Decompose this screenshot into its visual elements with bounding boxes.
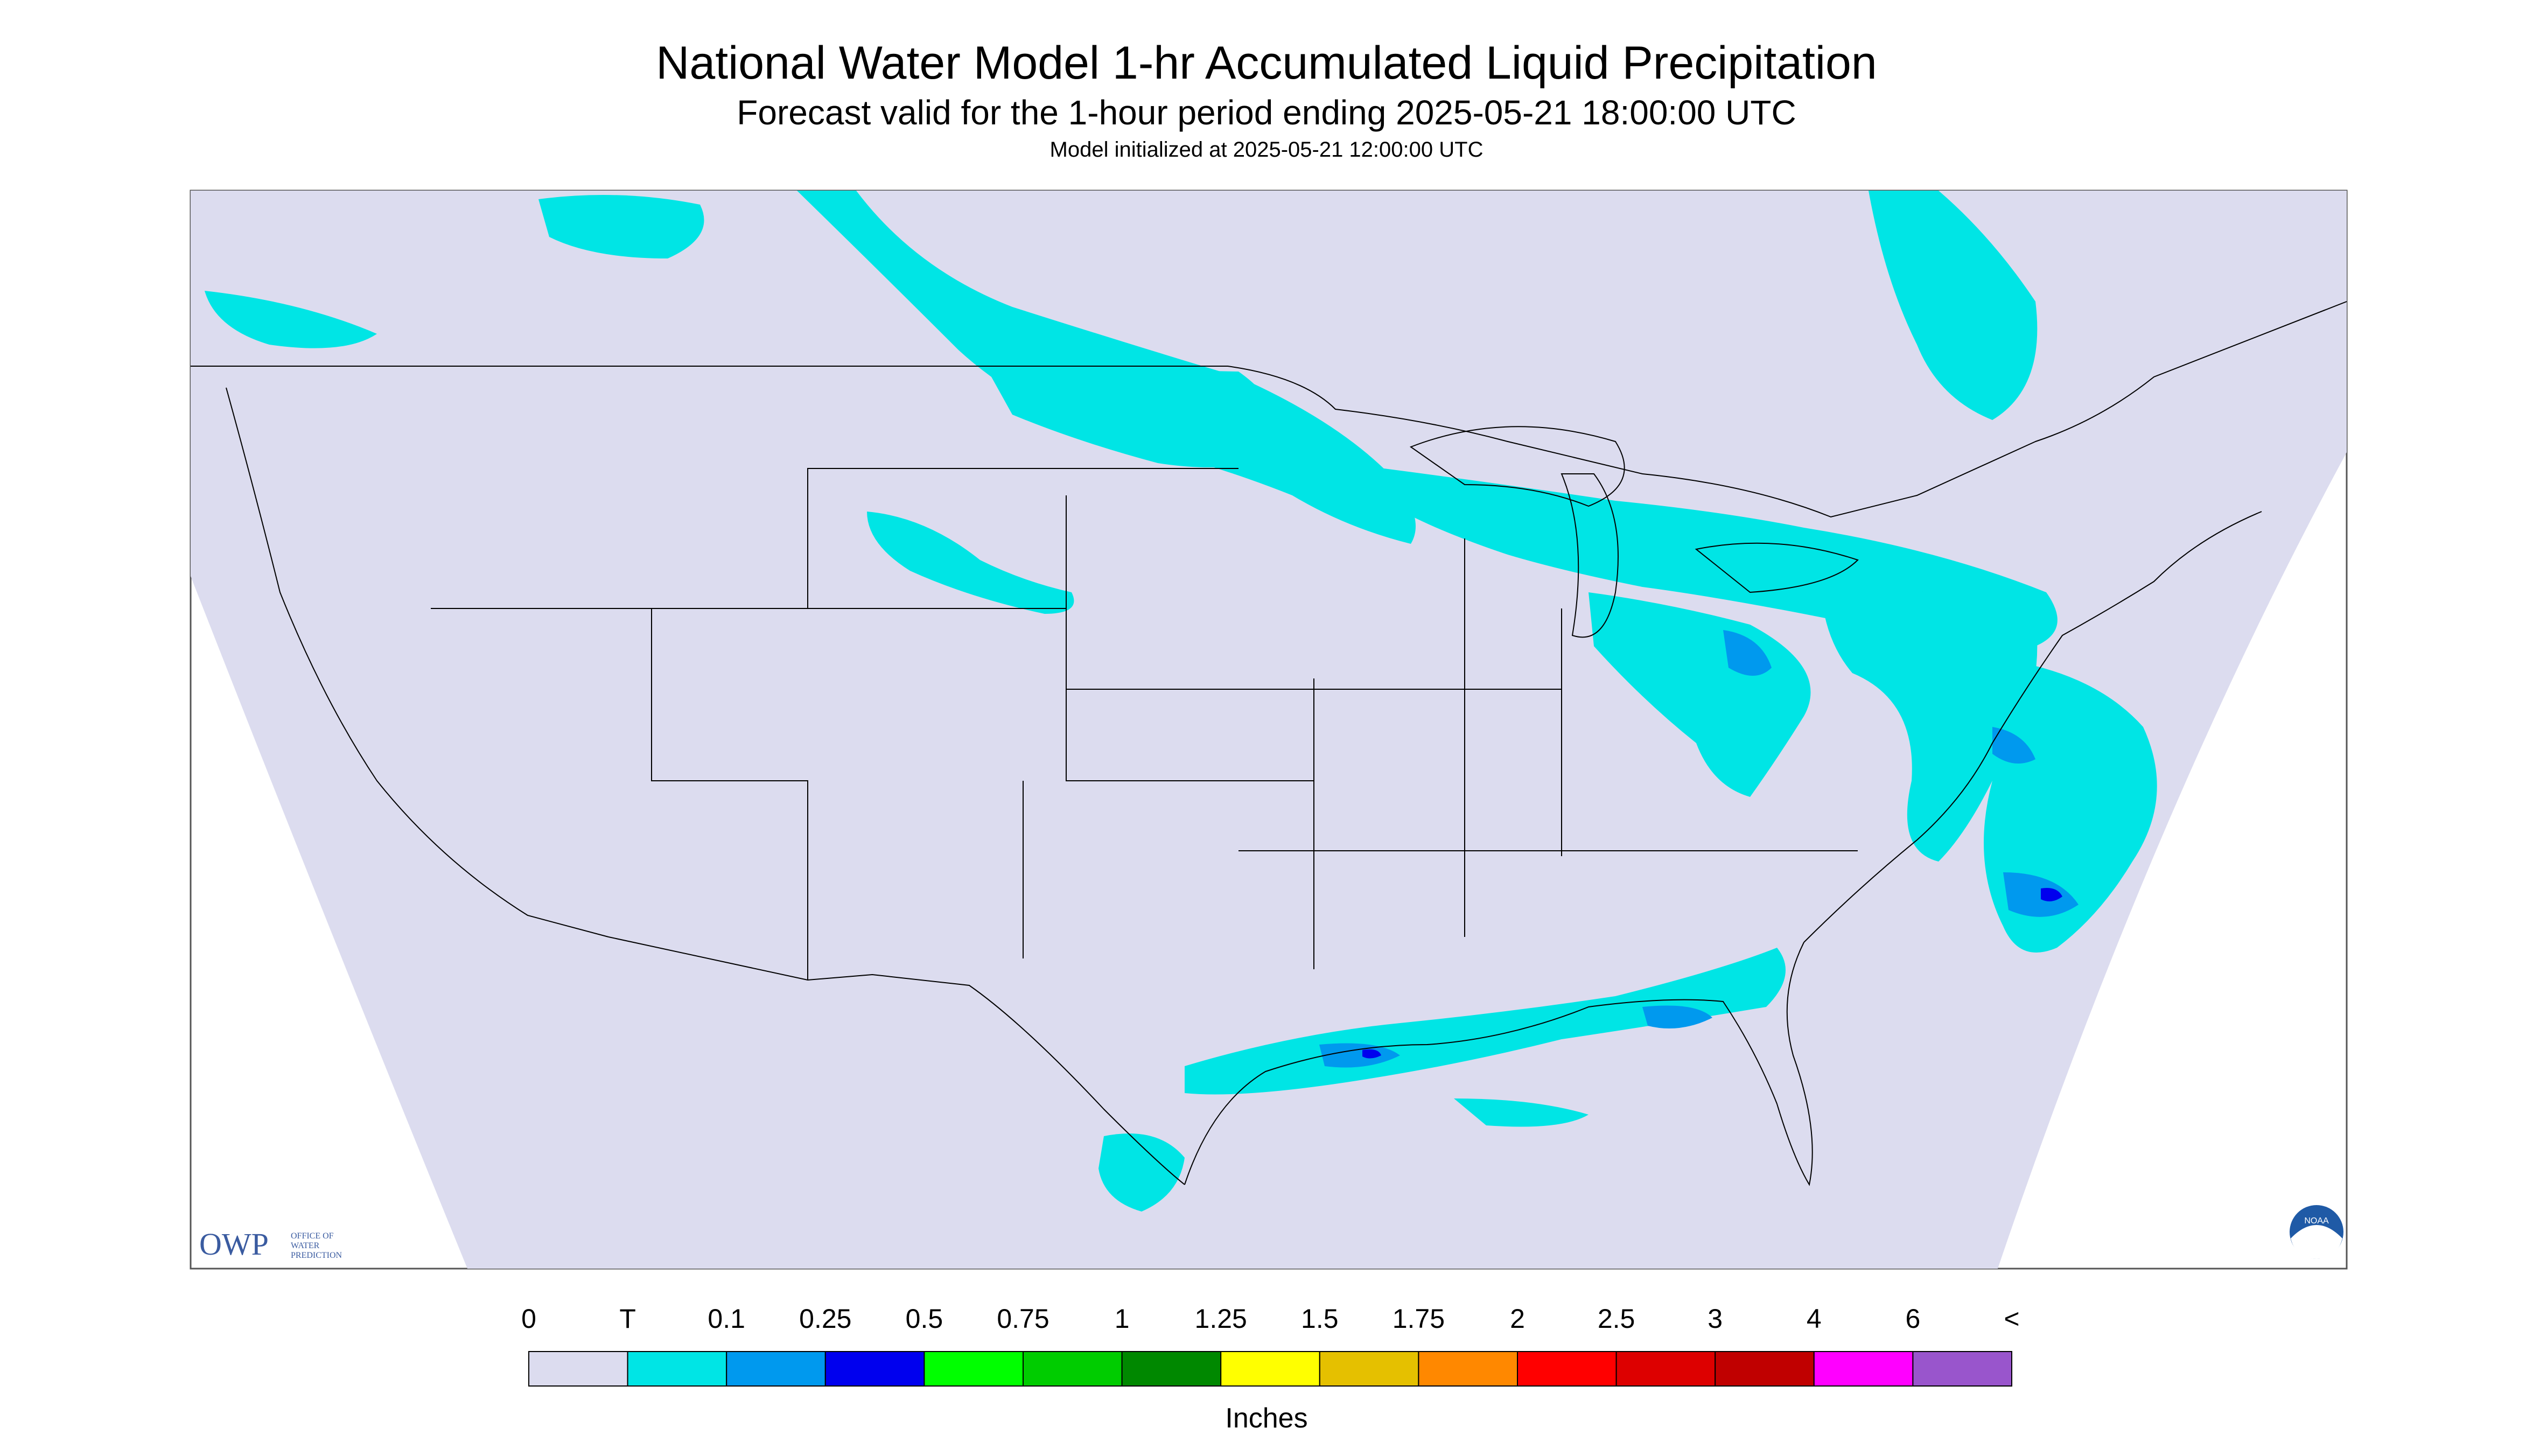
legend-label-3: 0.25 [799, 1304, 852, 1334]
us-west-coast [226, 387, 609, 937]
northern-plains-band [985, 366, 1280, 467]
legend-bin-3 [824, 1351, 925, 1387]
legend-bin-0 [528, 1351, 628, 1387]
legend-label-15: < [2004, 1304, 2020, 1334]
legend-label-6: 1 [1114, 1304, 1130, 1334]
legend-label-14: 6 [1905, 1304, 1921, 1334]
legend-label-1: T [619, 1304, 636, 1334]
legend-bin-8 [1319, 1351, 1419, 1387]
legend-label-5: 0.75 [997, 1304, 1049, 1334]
delmarva-core [1992, 727, 2035, 764]
gulf-streaks [1454, 1098, 1589, 1127]
gulf-core-east [1642, 1005, 1712, 1028]
legend-bin-11 [1615, 1351, 1716, 1387]
model-init-line: Model initialized at 2025-05-21 12:00:00… [1049, 138, 1484, 162]
owp-logo-sub-3: PREDICTION [291, 1251, 342, 1260]
michigan-core [1723, 630, 1772, 676]
legend-label-8: 1.5 [1301, 1304, 1339, 1334]
gulf-core [1319, 1043, 1400, 1068]
us-mexico-border [608, 936, 1185, 1185]
model-domain [191, 191, 2347, 1269]
us-canada-border [191, 301, 2347, 518]
legend-label-10: 2 [1510, 1304, 1525, 1334]
legend-bin-9 [1418, 1351, 1518, 1387]
legend-label-0: 0 [521, 1304, 536, 1334]
legend-label-7: 1.25 [1194, 1304, 1247, 1334]
legend-label-9: 1.75 [1392, 1304, 1445, 1334]
legend-label-13: 4 [1806, 1304, 1822, 1334]
offshore-peak [2041, 888, 2062, 901]
bc-coast-specks [205, 291, 377, 348]
legend-bin-14 [1912, 1351, 2012, 1387]
borders [191, 301, 2347, 1186]
legend-bin-10 [1517, 1351, 1617, 1387]
noaa-logo: NOAA [2290, 1205, 2343, 1259]
noaa-logo-text: NOAA [2304, 1216, 2329, 1226]
map-subtitle: Forecast valid for the 1-hour period end… [737, 93, 1796, 132]
owp-logo: OWP [199, 1227, 269, 1262]
blue-areas [1362, 888, 2062, 1059]
legend-label-12: 3 [1708, 1304, 1723, 1334]
mid-atlantic-band [1820, 571, 2038, 862]
us-east-coast [1803, 511, 2262, 943]
montana-streaks [867, 512, 1074, 614]
legend-bin-1 [627, 1351, 727, 1387]
legend-bin-4 [923, 1351, 1024, 1387]
gulf-peak [1362, 1049, 1381, 1059]
owp-logo-sub-1: OFFICE OF [291, 1231, 334, 1241]
legend-bin-6 [1121, 1351, 1222, 1387]
legend-bin-2 [726, 1351, 826, 1387]
legend-bin-12 [1715, 1351, 1815, 1387]
legend-label-4: 0.5 [905, 1304, 943, 1334]
owp-logo-sub-2: WATER [291, 1241, 320, 1250]
legend-units: Inches [1225, 1403, 1308, 1434]
legend-bin-5 [1023, 1351, 1123, 1387]
legend-label-2: 0.1 [708, 1304, 745, 1334]
legend-colorbar [528, 1351, 2012, 1387]
map-title: National Water Model 1-hr Accumulated Li… [656, 37, 1877, 89]
legend-bin-13 [1813, 1351, 1914, 1387]
saskatchewan-patch [538, 195, 704, 258]
state-line-1 [651, 608, 808, 980]
great-lakes-outline [1409, 426, 1859, 638]
legend-label-11: 2.5 [1597, 1304, 1635, 1334]
legend-bin-7 [1220, 1351, 1320, 1387]
south-texas-band [1098, 1133, 1185, 1212]
us-gulf-coast [1184, 942, 1813, 1186]
state-line-3 [807, 468, 1238, 608]
state-line-4 [1066, 495, 1314, 781]
quebec-band [1869, 191, 2038, 420]
